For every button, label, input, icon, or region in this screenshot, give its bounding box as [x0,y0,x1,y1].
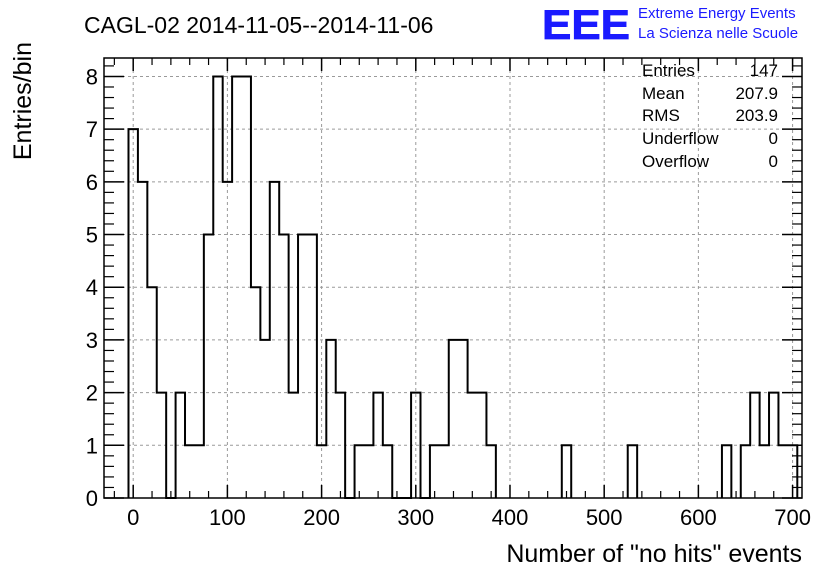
stats-value-mean: 207.9 [735,84,778,103]
stats-label-underflow: Underflow [642,129,719,148]
x-tick-label: 300 [397,505,434,530]
y-tick-label: 0 [86,486,98,511]
x-tick-label: 600 [680,505,717,530]
stats-label-rms: RMS [642,106,680,125]
axis-ticks: 0 100 200 300 400 500 600 700 0 1 2 3 4 5 6 7 8 [86,58,811,530]
stats-label-entries: Entries [642,61,695,80]
y-tick-label: 4 [86,275,98,300]
y-tick-label: 2 [86,381,98,406]
stats-value-underflow: 0 [769,129,778,148]
x-axis-label: Number of "no hits" events [506,540,802,568]
logo-line-2: La Scienza nelle Scuole [638,25,798,42]
y-tick-label: 3 [86,328,98,353]
stats-box: Entries 147 Mean 207.9 RMS 203.9 Underfl… [642,61,778,171]
x-tick-label: 500 [586,505,623,530]
chart-title: CAGL-02 2014-11-05--2014-11-06 [84,12,433,38]
x-tick-label: 0 [127,505,139,530]
eee-logo: EEE Extreme Energy Events La Scienza nel… [542,1,799,49]
stats-label-mean: Mean [642,84,685,103]
y-axis-label: Entries/bin [9,42,37,160]
x-tick-label: 200 [303,505,340,530]
stats-value-overflow: 0 [769,152,778,171]
stats-value-entries: 147 [750,61,778,80]
stats-value-rms: 203.9 [735,106,778,125]
x-tick-label: 700 [774,505,811,530]
histogram-line [127,75,799,499]
x-tick-label: 100 [209,505,246,530]
histogram-outline [127,75,799,499]
y-tick-label: 8 [86,64,98,89]
y-tick-label: 6 [86,170,98,195]
y-tick-label: 1 [86,433,98,458]
x-tick-label: 400 [492,505,529,530]
logo-mark: EEE [542,1,630,48]
y-tick-label: 7 [86,117,98,142]
logo-line-1: Extreme Energy Events [638,5,796,22]
y-tick-label: 5 [86,223,98,248]
stats-label-overflow: Overflow [642,152,710,171]
